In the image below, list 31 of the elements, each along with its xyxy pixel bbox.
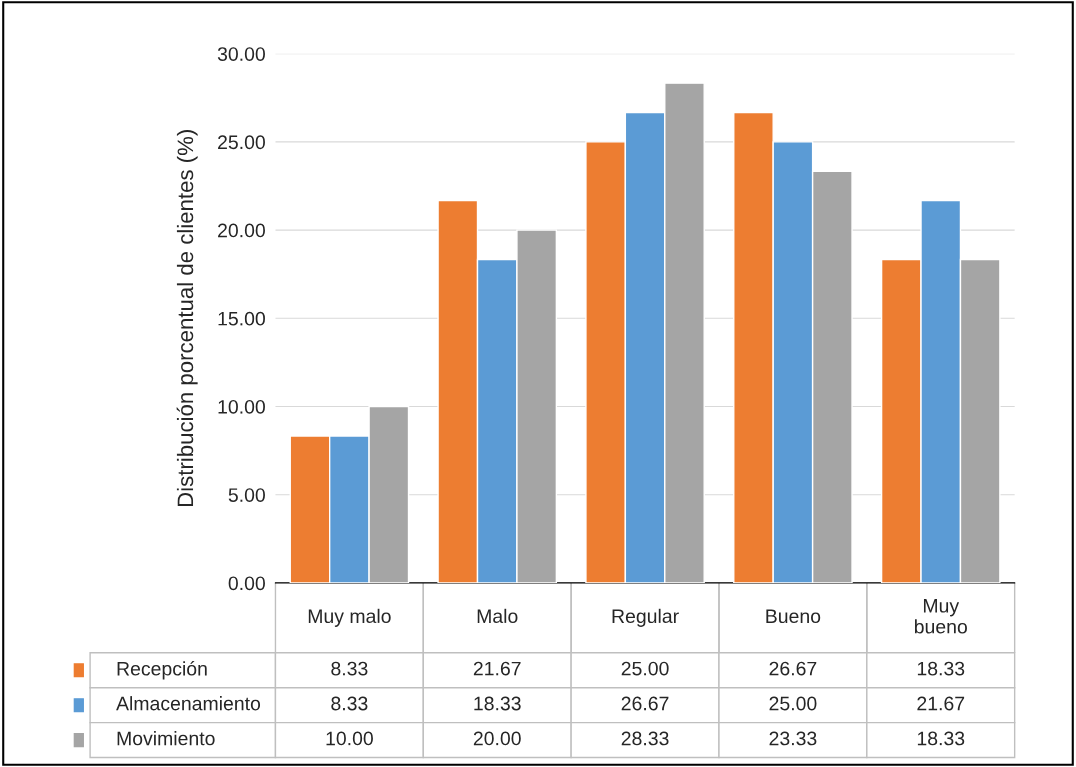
y-tick-label: 10.00 [218, 399, 265, 414]
x-tick-label: Muy malo [308, 608, 391, 627]
y-tick-label: 20.00 [218, 223, 265, 238]
data-label: 25.00 [769, 696, 817, 711]
data-label: 10.00 [326, 731, 373, 746]
data-label: 28.33 [621, 731, 669, 746]
legend-label: Recepción [117, 661, 207, 680]
x-tick-label: Muy bueno [914, 599, 967, 634]
data-label: 18.33 [474, 696, 521, 711]
y-tick-label: 25.00 [218, 135, 265, 150]
data-label: 8.33 [331, 661, 368, 676]
data-label: 26.67 [621, 696, 669, 711]
data-label: 18.33 [917, 661, 965, 676]
data-label: 18.33 [917, 731, 965, 746]
legend-label: Almacenamiento [116, 696, 261, 711]
x-tick-label: Bueno [766, 609, 821, 624]
y-tick-label: 0.00 [228, 576, 265, 591]
data-label: 20.00 [473, 731, 521, 746]
y-tick-label: 15.00 [218, 311, 265, 326]
x-tick-label: Malo [477, 608, 518, 624]
data-label: 26.67 [769, 661, 817, 676]
data-label: 21.67 [473, 661, 521, 676]
y-tick-label: 30.00 [217, 47, 265, 61]
data-label: 23.33 [769, 731, 817, 746]
data-label: 21.67 [917, 696, 965, 711]
y-tick-label: 5.00 [228, 488, 265, 502]
data-label: 8.33 [331, 696, 368, 711]
legend-label: Movimiento [117, 731, 215, 746]
data-label: 25.00 [621, 661, 669, 676]
y-axis-title: Distribución porcentual de clientes (%) [176, 130, 198, 507]
x-tick-label: Regular [612, 608, 679, 627]
